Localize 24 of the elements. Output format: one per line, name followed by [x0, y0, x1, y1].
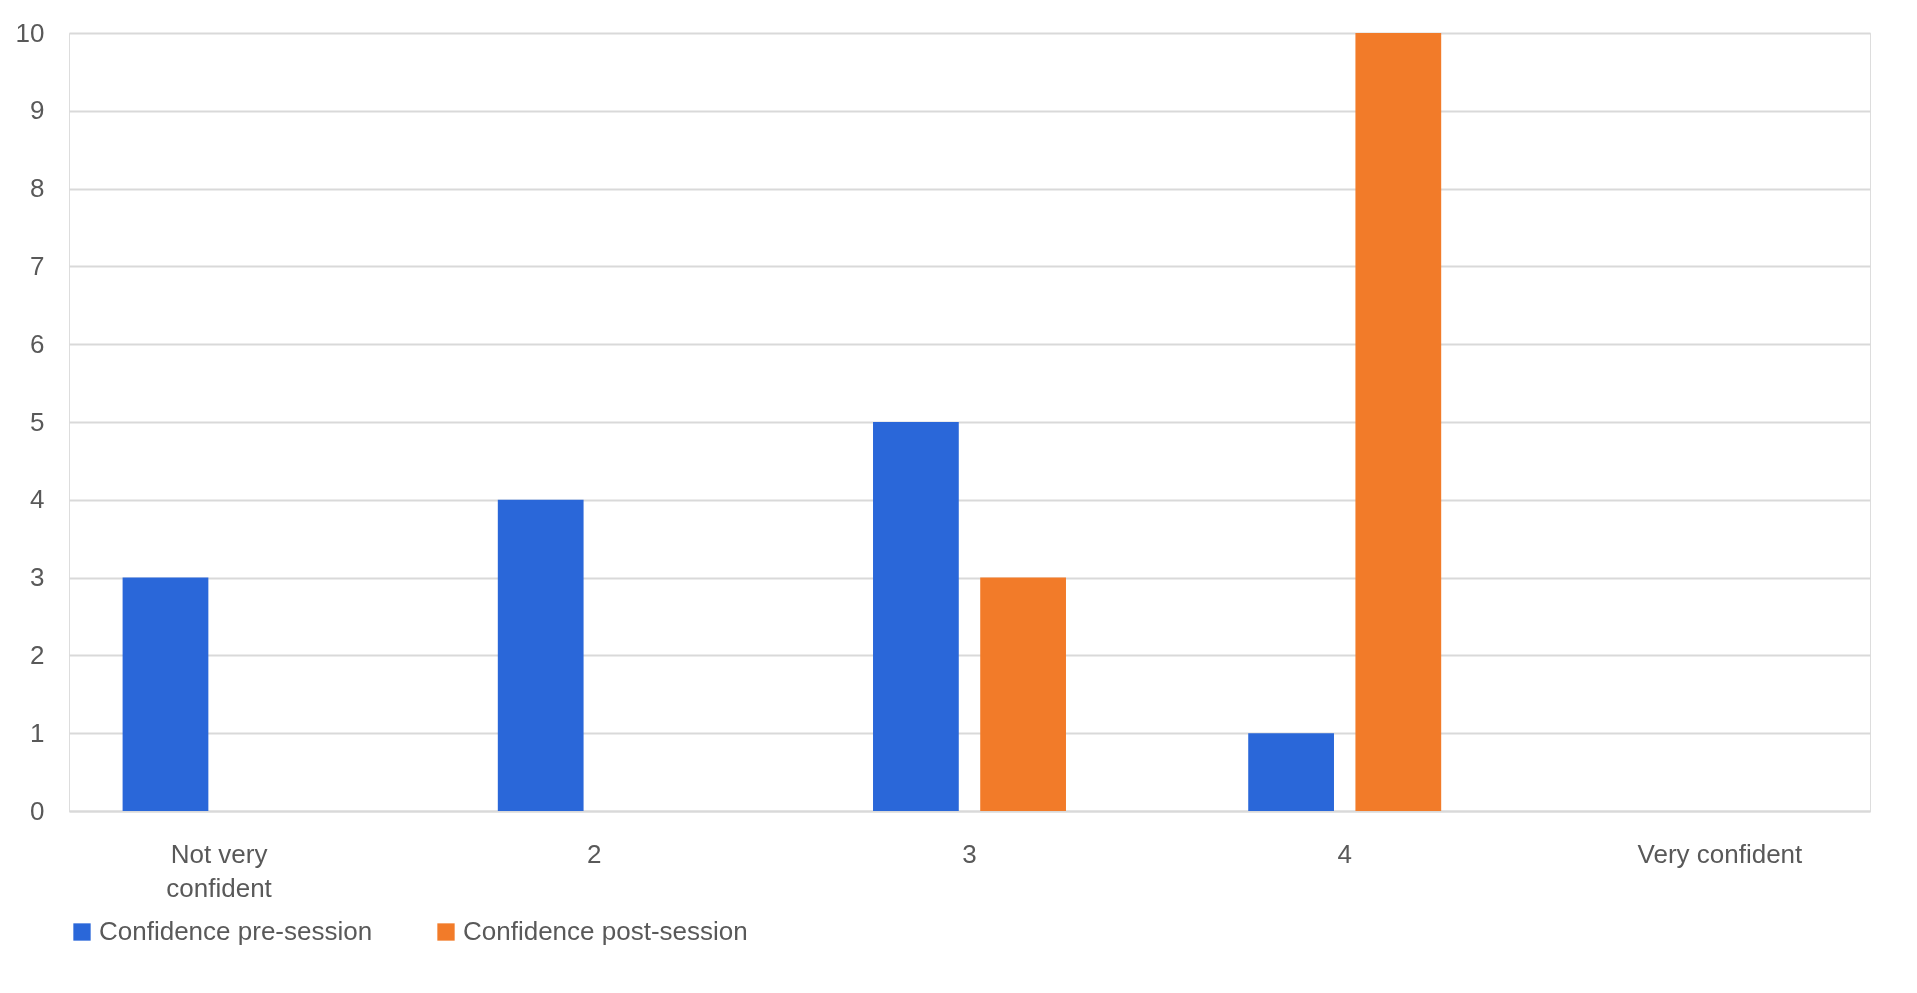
legend-label: Confidence pre-session [99, 916, 373, 946]
y-tick-label: 3 [30, 562, 45, 593]
x-tick-label: Not very confident [166, 838, 273, 903]
y-tick-label: 5 [30, 406, 45, 437]
bar [1248, 733, 1334, 811]
bar [980, 577, 1066, 811]
x-tick-label: 4 [1337, 838, 1352, 869]
y-tick-label: 10 [15, 17, 45, 48]
y-tick-label: 0 [30, 795, 45, 826]
y-tick-label: 7 [30, 250, 45, 281]
y-tick-label: 4 [30, 484, 45, 515]
bar [497, 499, 584, 811]
y-tick-label: 1 [30, 717, 45, 748]
x-tick-label: 2 [587, 838, 602, 869]
bar [122, 577, 209, 811]
x-tick-label: 3 [962, 838, 977, 869]
y-tick-label: 9 [30, 95, 45, 126]
y-tick-label: 8 [30, 173, 45, 204]
bar [873, 422, 959, 811]
legend-label: Confidence post-session [463, 916, 748, 946]
x-tick-label: Very confident [1637, 838, 1804, 869]
y-tick-label: 6 [30, 328, 45, 359]
y-tick-label: 2 [30, 639, 45, 670]
bar [1355, 33, 1442, 811]
